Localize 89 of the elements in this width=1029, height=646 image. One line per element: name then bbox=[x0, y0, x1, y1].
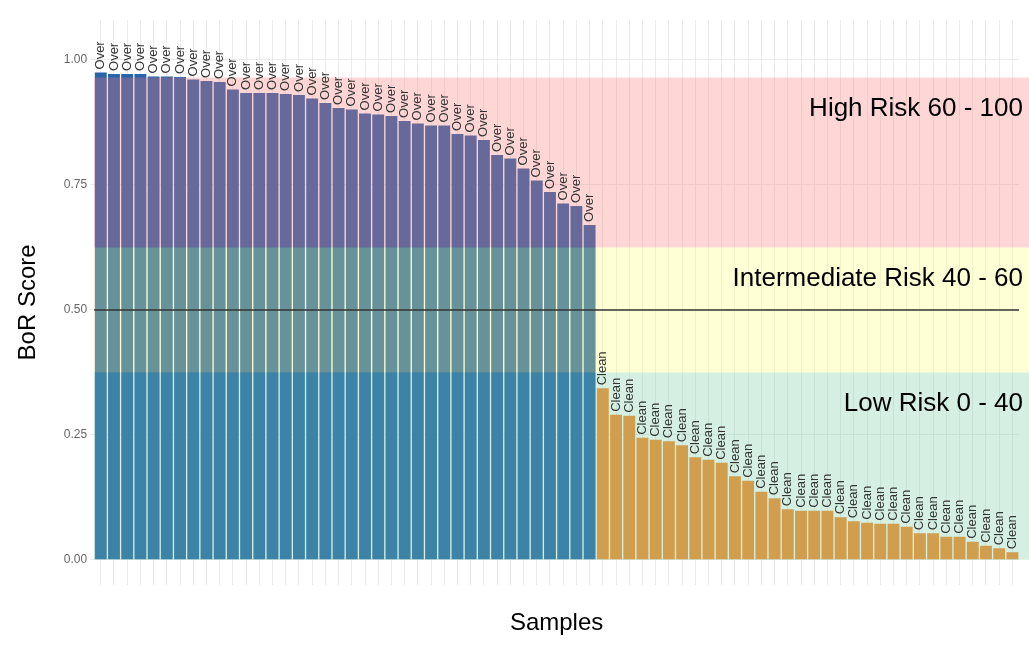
band-label: High Risk 60 - 100 bbox=[809, 91, 1023, 122]
bar bbox=[583, 224, 596, 560]
data-label: Clean bbox=[713, 425, 729, 460]
data-label: Over bbox=[158, 44, 174, 74]
data-label: Over bbox=[581, 193, 597, 222]
data-label: Over bbox=[198, 49, 214, 78]
data-label: Clean bbox=[951, 499, 967, 534]
data-label: Over bbox=[501, 126, 517, 156]
bar bbox=[517, 168, 530, 560]
band-label: Intermediate Risk 40 - 60 bbox=[732, 261, 1023, 292]
y-tick-label: 0.75 bbox=[63, 177, 88, 192]
data-label: Over bbox=[290, 63, 306, 92]
data-label: Clean bbox=[990, 511, 1006, 546]
bar bbox=[451, 133, 464, 560]
data-label: Clean bbox=[752, 454, 768, 489]
data-label: Clean bbox=[686, 420, 702, 455]
data-label: Clean bbox=[634, 400, 650, 435]
data-label: Over bbox=[264, 61, 280, 90]
data-label: Over bbox=[118, 42, 134, 71]
data-label: Over bbox=[250, 61, 266, 90]
y-tick-label: 0.50 bbox=[63, 302, 88, 317]
data-label: Clean bbox=[607, 377, 623, 412]
data-label: Clean bbox=[858, 485, 874, 520]
data-label: Clean bbox=[924, 496, 940, 531]
data-label: Over bbox=[277, 62, 293, 91]
data-label: Over bbox=[515, 136, 531, 166]
data-label: Clean bbox=[766, 461, 782, 496]
bar bbox=[953, 536, 966, 560]
y-tick-label: 1.00 bbox=[63, 52, 88, 67]
data-label: Over bbox=[475, 108, 491, 137]
data-label: Over bbox=[211, 50, 227, 79]
data-label: Over bbox=[343, 77, 359, 107]
data-label: Over bbox=[303, 66, 319, 96]
data-label: Over bbox=[105, 42, 121, 71]
data-label: Clean bbox=[819, 473, 834, 508]
data-label: Over bbox=[462, 103, 478, 133]
data-label: Over bbox=[145, 44, 161, 74]
data-label: Over bbox=[409, 91, 425, 121]
y-tick-label: 0.00 bbox=[63, 552, 88, 567]
data-label: Clean bbox=[647, 402, 663, 437]
data-label: Clean bbox=[911, 496, 927, 531]
data-label: Clean bbox=[937, 499, 953, 534]
data-label: Over bbox=[356, 81, 372, 111]
data-label: Clean bbox=[898, 489, 914, 524]
data-label: Clean bbox=[739, 443, 755, 478]
data-label: Over bbox=[369, 82, 385, 112]
data-label: Clean bbox=[832, 480, 848, 515]
data-label: Clean bbox=[726, 439, 742, 474]
data-label: Over bbox=[237, 61, 253, 90]
bar bbox=[266, 92, 279, 560]
data-label: Clean bbox=[871, 486, 887, 521]
data-label: Over bbox=[422, 93, 438, 123]
data-label: Over bbox=[92, 40, 108, 70]
data-label: Over bbox=[554, 171, 570, 201]
data-label: Over bbox=[435, 93, 451, 123]
data-label: Clean bbox=[977, 508, 993, 543]
data-label: Over bbox=[449, 102, 465, 131]
data-label: Clean bbox=[1003, 515, 1019, 550]
bar bbox=[200, 80, 213, 560]
data-label: Over bbox=[171, 45, 187, 74]
data-label: Over bbox=[224, 57, 240, 87]
data-label: Over bbox=[396, 89, 412, 118]
data-label: Clean bbox=[620, 378, 636, 413]
x-axis-title: Samples bbox=[509, 608, 604, 636]
data-label: Over bbox=[316, 71, 332, 100]
data-label: Clean bbox=[805, 473, 821, 508]
data-label: Clean bbox=[885, 486, 901, 521]
data-label: Over bbox=[488, 123, 504, 152]
data-label: Clean bbox=[673, 408, 689, 443]
y-axis-title: BoR Score bbox=[13, 244, 41, 361]
band-label: Low Risk 0 - 40 bbox=[843, 386, 1023, 417]
bar bbox=[636, 437, 649, 560]
data-label: Over bbox=[541, 160, 557, 189]
bar bbox=[887, 523, 900, 560]
data-label: Over bbox=[184, 47, 200, 77]
data-label: Over bbox=[383, 84, 399, 113]
data-label: Clean bbox=[700, 422, 716, 457]
data-label: Clean bbox=[792, 473, 808, 508]
data-label: Clean bbox=[594, 351, 610, 386]
bar bbox=[702, 459, 715, 560]
data-label: Clean bbox=[779, 472, 795, 507]
data-label: Clean bbox=[660, 404, 676, 439]
data-label: Over bbox=[567, 174, 583, 203]
data-label: Over bbox=[528, 148, 544, 178]
data-label: Clean bbox=[964, 504, 980, 539]
data-label: Over bbox=[131, 42, 147, 71]
data-label: Over bbox=[330, 76, 346, 105]
y-tick-label: 0.25 bbox=[63, 427, 88, 442]
data-label: Clean bbox=[845, 484, 861, 519]
